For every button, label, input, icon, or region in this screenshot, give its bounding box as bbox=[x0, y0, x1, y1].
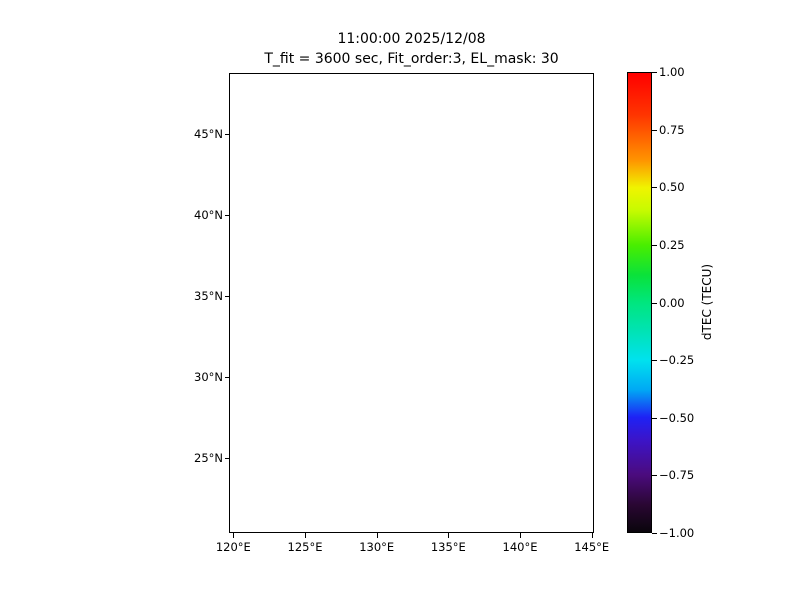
y-tick-mark bbox=[224, 458, 229, 459]
colorbar-tick-label: 0.75 bbox=[659, 122, 685, 137]
plot-title: 11:00:00 2025/12/08 bbox=[337, 31, 486, 47]
colorbar-tick-label: −0.75 bbox=[659, 468, 695, 483]
x-tick-mark bbox=[233, 533, 235, 538]
colorbar-tick-mark bbox=[652, 302, 657, 304]
colorbar-tick-label: −0.25 bbox=[659, 353, 695, 368]
colorbar-tick-mark bbox=[652, 129, 657, 131]
colorbar-axis-label: dTEC (TECU) bbox=[700, 263, 714, 341]
x-tick-label: 140°E bbox=[502, 540, 538, 554]
x-tick-mark bbox=[305, 533, 306, 538]
colorbar-tick-label: 0.00 bbox=[659, 295, 685, 310]
colorbar-gradient bbox=[627, 72, 652, 533]
x-tick-mark bbox=[520, 533, 521, 538]
y-tick-label: 35°N bbox=[194, 289, 223, 303]
plot-titles: 11:00:00 2025/12/08 T_fit = 3600 sec, Fi… bbox=[229, 29, 594, 69]
y-tick-label: 30°N bbox=[194, 370, 223, 384]
colorbar-tick-mark bbox=[652, 475, 657, 477]
y-tick-mark bbox=[224, 215, 229, 216]
plot-area-border bbox=[229, 73, 594, 533]
x-tick-label: 120°E bbox=[215, 540, 251, 554]
x-tick-mark bbox=[448, 533, 450, 538]
plot-subtitle: T_fit = 3600 sec, Fit_order:3, EL_mask: … bbox=[264, 51, 559, 67]
colorbar-tick-label: 0.50 bbox=[659, 180, 685, 195]
x-tick-label: 130°E bbox=[359, 540, 395, 554]
x-tick-label: 145°E bbox=[574, 540, 610, 554]
y-tick-label: 45°N bbox=[194, 127, 223, 141]
x-tick-label: 135°E bbox=[430, 540, 466, 554]
colorbar-tick-mark bbox=[652, 533, 657, 534]
colorbar-tick-label: −1.00 bbox=[659, 526, 695, 540]
colorbar-tick-label: 1.00 bbox=[659, 65, 685, 79]
y-tick-mark bbox=[224, 377, 229, 378]
colorbar-tick-mark bbox=[652, 72, 657, 73]
colorbar-tick-label: 0.25 bbox=[659, 237, 685, 252]
y-tick-mark bbox=[224, 134, 229, 135]
x-tick-label: 125°E bbox=[287, 540, 323, 554]
y-tick-mark bbox=[224, 296, 229, 297]
x-tick-mark bbox=[376, 533, 378, 538]
y-tick-label: 25°N bbox=[194, 451, 223, 465]
colorbar-tick-mark bbox=[652, 244, 657, 246]
colorbar-tick-mark bbox=[652, 417, 657, 419]
y-tick-label: 40°N bbox=[194, 208, 223, 222]
x-tick-mark bbox=[591, 533, 593, 538]
colorbar-tick-label: −0.50 bbox=[659, 410, 695, 425]
graticule-line bbox=[589, 74, 593, 532]
colorbar-tick-mark bbox=[652, 360, 657, 362]
colorbar-tick-mark bbox=[652, 187, 657, 189]
